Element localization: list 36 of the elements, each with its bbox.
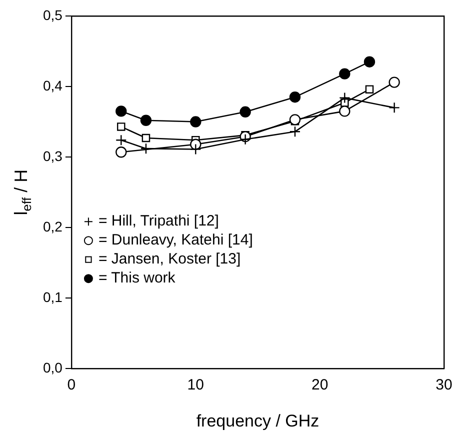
point	[190, 144, 202, 155]
x-axis-title: frequency / GHz	[196, 411, 320, 430]
point	[117, 122, 126, 131]
legend-label: = This work	[98, 270, 176, 287]
y-tick-label: 0,4	[42, 77, 63, 94]
x-tick-label: 20	[311, 376, 328, 394]
legend-label: = Hill, Tripathi [12]	[98, 212, 219, 230]
point	[140, 114, 152, 126]
point	[289, 126, 301, 138]
y-tick-label: 0,5	[42, 6, 63, 23]
point	[388, 76, 400, 88]
legend-label: = Jansen, Koster [13]	[98, 250, 241, 268]
point	[116, 134, 127, 146]
point	[388, 102, 400, 114]
y-tick-label: 0,1	[42, 288, 63, 305]
y-axis-title: leff / H	[10, 169, 34, 216]
point	[142, 134, 150, 142]
x-tick-label: 10	[187, 376, 204, 394]
point	[240, 106, 251, 118]
y-tick-label: 0,0	[42, 359, 63, 376]
point	[116, 106, 127, 117]
point	[365, 85, 374, 94]
point	[116, 146, 127, 158]
point	[289, 92, 301, 103]
x-tick-label: 30	[436, 376, 452, 394]
point	[240, 134, 251, 146]
point	[364, 56, 376, 68]
point	[190, 116, 202, 128]
y-tick-label: 0,2	[42, 218, 63, 234]
point	[289, 114, 301, 126]
point	[339, 92, 350, 104]
x-tick-label: 0	[67, 376, 76, 394]
y-tick-label: 0,3	[42, 148, 63, 164]
legend-label: = Dunleavy, Katehi [14]	[98, 232, 253, 249]
point	[339, 106, 350, 117]
point	[339, 68, 350, 80]
